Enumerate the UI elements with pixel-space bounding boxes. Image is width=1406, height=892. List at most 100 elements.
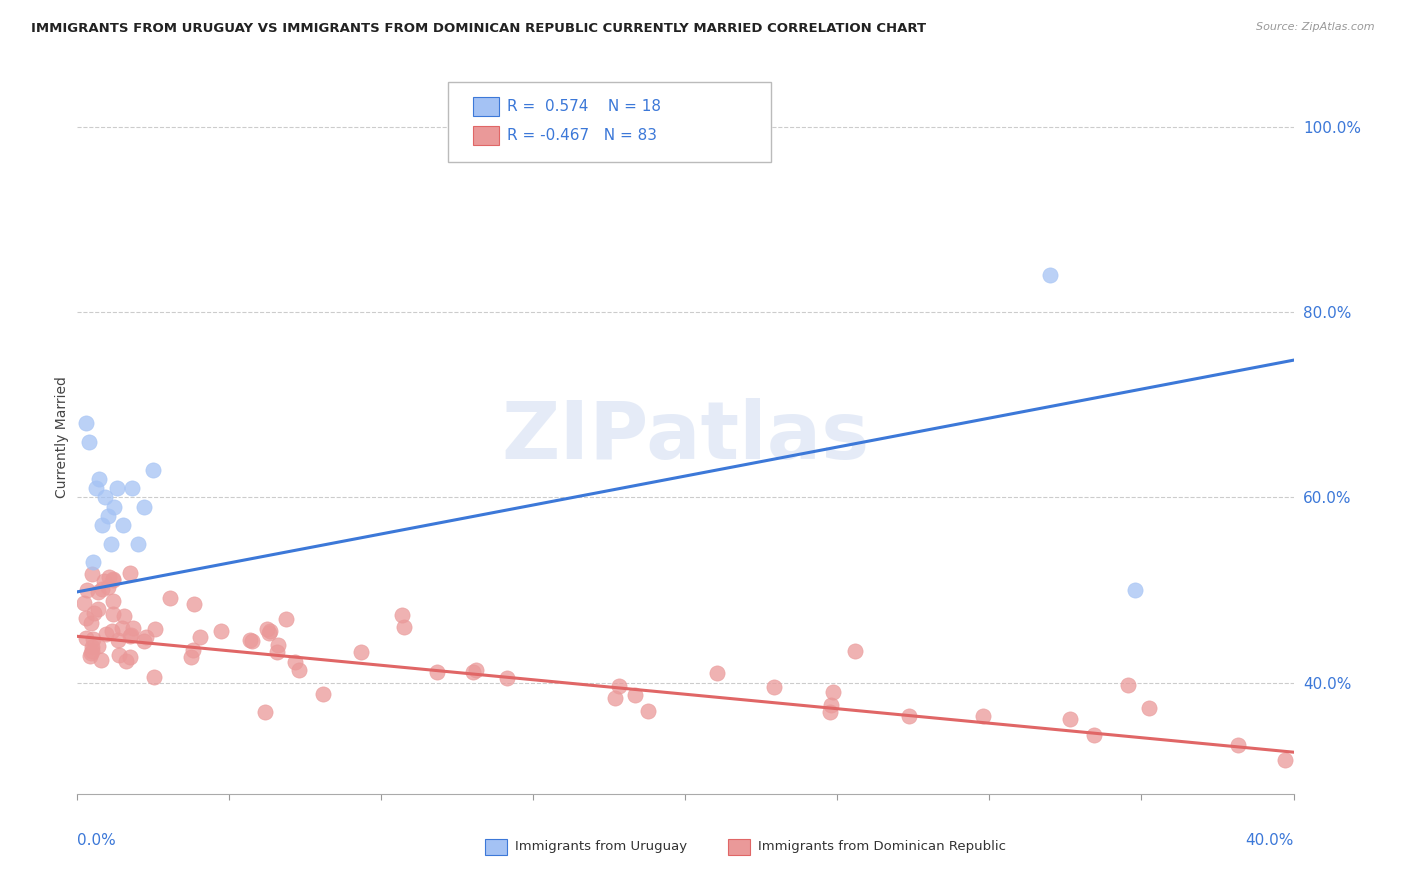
Point (256, 622, 278, 636)
Point (1226, 738, 1249, 752)
Point (101, 593, 124, 607)
Point (607, 679, 630, 693)
Point (97, 570, 120, 584)
Point (75, 416, 97, 430)
Point (82, 640, 104, 654)
Point (143, 622, 166, 636)
Point (820, 698, 842, 713)
Point (426, 665, 449, 680)
Point (75, 631, 97, 645)
Point (80, 646, 103, 660)
Point (101, 573, 124, 587)
Point (259, 626, 281, 640)
Point (80, 644, 103, 658)
Point (107, 633, 129, 648)
Point (82, 567, 104, 582)
Point (83, 607, 105, 621)
Point (127, 536, 149, 550)
Point (114, 654, 136, 668)
Point (120, 566, 142, 580)
Point (87, 585, 110, 599)
Point (209, 624, 232, 639)
Point (637, 704, 659, 718)
Text: 0.0%: 0.0% (77, 833, 117, 848)
Point (238, 633, 260, 648)
Point (108, 648, 131, 662)
Point (82, 555, 104, 569)
Text: Immigrants from Uruguay: Immigrants from Uruguay (515, 840, 688, 853)
Point (972, 708, 994, 723)
Point (762, 681, 785, 695)
Point (1059, 712, 1081, 726)
Text: 40.0%: 40.0% (1246, 833, 1294, 848)
Point (97, 508, 120, 523)
Point (93, 491, 115, 505)
Y-axis label: Currently Married: Currently Married (55, 376, 69, 498)
Point (84, 481, 107, 495)
Point (142, 670, 165, 684)
Point (465, 663, 488, 677)
Point (79, 648, 101, 663)
Point (821, 685, 844, 699)
Point (350, 644, 373, 658)
Point (73, 596, 96, 610)
Point (93, 574, 115, 589)
Point (132, 634, 155, 648)
Point (101, 572, 124, 586)
Point (188, 630, 211, 644)
Point (118, 650, 141, 665)
Point (183, 643, 205, 657)
Point (110, 621, 132, 635)
Point (142, 462, 165, 476)
Point (898, 708, 921, 723)
Point (134, 500, 156, 514)
Point (79, 434, 101, 449)
Point (1137, 701, 1160, 715)
Point (94, 627, 117, 641)
Point (844, 644, 866, 658)
Point (105, 481, 128, 495)
Point (288, 663, 311, 677)
FancyBboxPatch shape (449, 82, 770, 162)
Point (97, 580, 120, 594)
Point (496, 671, 519, 685)
Bar (485, 838, 506, 855)
Point (86, 601, 108, 615)
Point (90, 653, 112, 667)
Point (87, 472, 110, 486)
Bar (472, 97, 499, 116)
Text: R = -0.467   N = 83: R = -0.467 N = 83 (506, 128, 657, 143)
Point (101, 624, 124, 638)
Point (312, 687, 335, 701)
Point (86, 639, 108, 653)
Point (76, 582, 98, 597)
Point (461, 665, 484, 680)
Point (605, 690, 627, 705)
Point (100, 536, 122, 550)
Point (90, 582, 112, 597)
Point (80, 616, 103, 631)
Point (254, 705, 277, 719)
Point (159, 591, 181, 606)
Point (135, 630, 157, 644)
Text: IMMIGRANTS FROM URUGUAY VS IMMIGRANTS FROM DOMINICAN REPUBLIC CURRENTLY MARRIED : IMMIGRANTS FROM URUGUAY VS IMMIGRANTS FR… (31, 22, 927, 36)
Text: Immigrants from Dominican Republic: Immigrants from Dominican Republic (758, 840, 1007, 853)
Point (284, 655, 307, 669)
Point (266, 638, 288, 652)
Point (1116, 678, 1139, 692)
Point (90, 518, 112, 533)
Point (122, 621, 145, 635)
Point (623, 688, 645, 702)
Point (111, 518, 134, 533)
Point (818, 706, 841, 720)
Point (1125, 582, 1147, 597)
Point (82, 632, 104, 646)
Point (240, 634, 263, 648)
Point (118, 629, 141, 643)
Point (1274, 753, 1296, 767)
Point (391, 607, 413, 622)
Point (121, 481, 143, 495)
Point (75, 611, 97, 625)
Point (183, 597, 205, 611)
Point (120, 628, 142, 642)
